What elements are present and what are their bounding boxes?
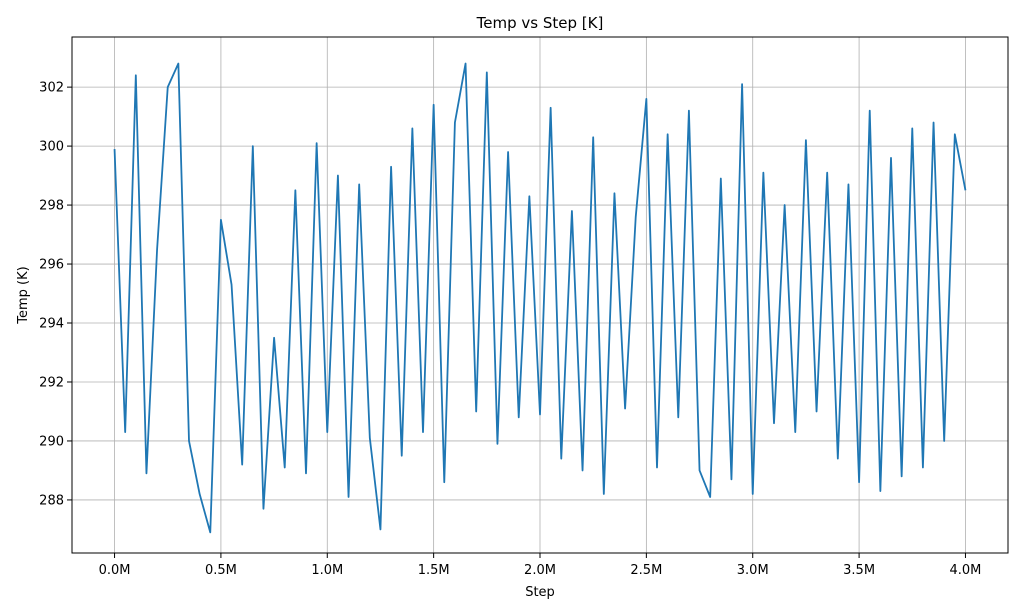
y-tick-label: 288: [39, 493, 64, 508]
y-tick-label: 298: [39, 199, 64, 214]
x-axis-ticks: 0.0M 0.5M 1.0M 1.5M 2.0M 2.5M 3.0M 3.5M 4.0M: [99, 553, 982, 578]
series-group: [113, 62, 967, 534]
y-tick-label: 296: [39, 258, 64, 273]
y-tick-label: 292: [39, 375, 64, 390]
y-tick-label: 302: [39, 81, 64, 96]
y-tick-label: 300: [39, 140, 64, 155]
series-line: [113, 62, 967, 534]
y-axis-label: Temp (K): [16, 266, 31, 324]
x-tick-label: 1.0M: [311, 563, 343, 578]
chart-title: Temp vs Step [K]: [476, 14, 604, 32]
x-axis-label: Step: [525, 585, 555, 600]
x-tick-label: 1.5M: [418, 563, 450, 578]
x-tick-label: 3.5M: [843, 563, 875, 578]
y-axis-ticks: 288 290 292 294 296 298 300 302: [39, 81, 72, 508]
x-tick-label: 2.5M: [630, 563, 662, 578]
y-tick-label: 290: [39, 434, 64, 449]
x-tick-label: 2.0M: [524, 563, 556, 578]
grid-lines: [72, 37, 1008, 553]
y-tick-label: 294: [39, 317, 64, 332]
x-tick-label: 4.0M: [950, 563, 982, 578]
x-tick-label: 0.5M: [205, 563, 237, 578]
x-tick-label: 3.0M: [737, 563, 769, 578]
x-tick-label: 0.0M: [99, 563, 131, 578]
